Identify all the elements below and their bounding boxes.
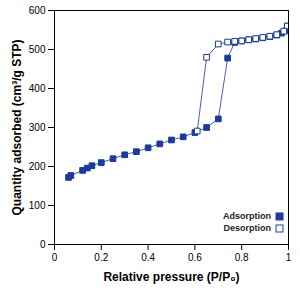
- svg-text:300: 300: [29, 122, 46, 133]
- html-text:Adsorption: Adsorption: [223, 211, 271, 221]
- svg-text:100: 100: [29, 200, 46, 211]
- svg-text:1: 1: [286, 252, 292, 263]
- html-text:Desorption: Desorption: [223, 223, 271, 233]
- svg-text:400: 400: [29, 83, 46, 94]
- svg-text:200: 200: [29, 161, 46, 172]
- svg-text:0.8: 0.8: [235, 252, 249, 263]
- svg-text:0.6: 0.6: [188, 252, 202, 263]
- svg-text:0: 0: [40, 239, 46, 250]
- svg-text:0.4: 0.4: [141, 252, 155, 263]
- svg-text:Quantity adsorbed (cm³/g STP): Quantity adsorbed (cm³/g STP): [10, 39, 24, 215]
- svg-text:600: 600: [29, 5, 46, 16]
- svg-text:500: 500: [29, 44, 46, 55]
- svg-text:0.2: 0.2: [94, 252, 108, 263]
- svg-text:0: 0: [52, 252, 58, 263]
- svg-text:Relative pressure (P/P₀): Relative pressure (P/P₀): [103, 270, 239, 284]
